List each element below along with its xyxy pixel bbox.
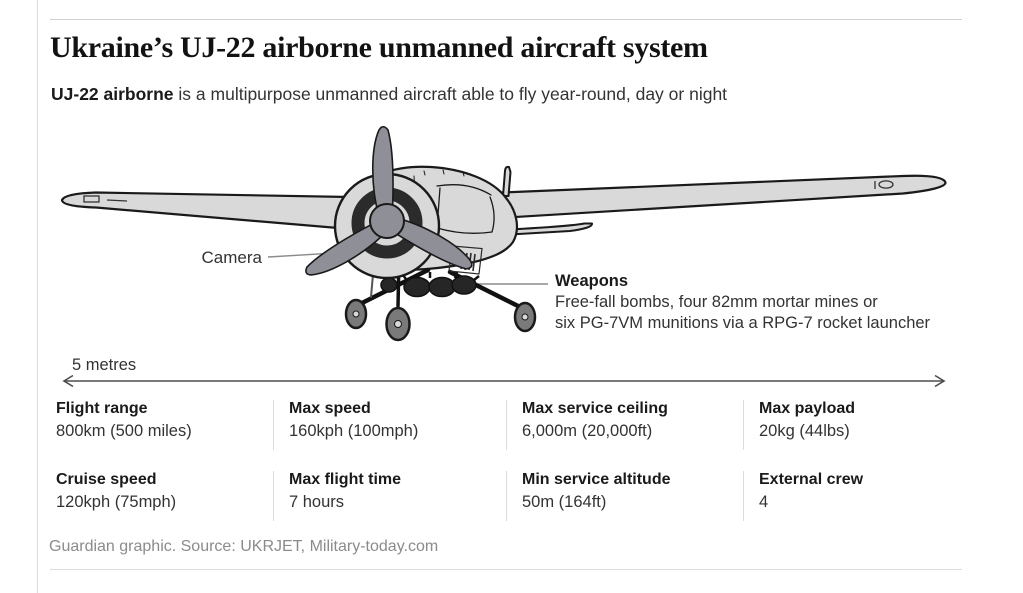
spec-label: Max payload xyxy=(759,400,856,417)
tail-fin xyxy=(502,165,512,197)
landing-gear xyxy=(359,256,523,310)
source-credit: Guardian graphic. Source: UKRJET, Milita… xyxy=(49,538,439,555)
spec-label: Max speed xyxy=(289,400,371,417)
spec-label: Min service altitude xyxy=(522,471,671,488)
propeller xyxy=(300,125,478,283)
spec-item-min-service-altitude: Min service altitude 50m (164ft) xyxy=(506,471,743,521)
spec-label: Max flight time xyxy=(289,471,402,488)
left-wing xyxy=(60,191,352,231)
page-title: Ukraine’s UJ-22 airborne unmanned aircra… xyxy=(50,31,708,64)
weapons-desc-line1: Free-fall bombs, four 82mm mortar mines … xyxy=(555,293,878,311)
spec-item-max-payload: Max payload 20kg (44lbs) xyxy=(743,400,962,450)
spinner xyxy=(369,203,405,239)
subtitle-bold: UJ-22 airborne xyxy=(51,84,174,104)
spec-value: 7 hours xyxy=(289,493,345,511)
spec-value: 160kph (100mph) xyxy=(289,422,419,440)
spec-item-max-service-ceiling: Max service ceiling 6,000m (20,000ft) xyxy=(506,400,743,450)
header-top-rule xyxy=(50,19,962,20)
page-left-rule xyxy=(37,0,38,593)
spec-item-flight-range: Flight range 800km (500 miles) xyxy=(50,400,273,450)
weapons-annotation: Weapons Free-fall bombs, four 82mm morta… xyxy=(555,271,930,334)
camera-leader-line xyxy=(267,251,353,258)
subtitle-rest: is a multipurpose unmanned aircraft able… xyxy=(173,84,728,104)
canopy-line xyxy=(436,184,495,234)
right-wing xyxy=(464,174,947,222)
spec-item-max-speed: Max speed 160kph (100mph) xyxy=(273,400,506,450)
scale-label: 5 metres xyxy=(72,356,137,374)
spec-value: 50m (164ft) xyxy=(522,493,607,511)
fuselage xyxy=(346,165,519,271)
spec-label: External crew xyxy=(759,471,864,488)
spec-value: 120kph (75mph) xyxy=(56,493,177,511)
tail-stabilizer xyxy=(451,222,593,239)
spec-value: 6,000m (20,000ft) xyxy=(522,422,653,440)
spec-value: 800km (500 miles) xyxy=(56,422,192,440)
camera-label: Camera xyxy=(201,248,262,267)
louver-vents xyxy=(448,245,483,275)
spec-label: Flight range xyxy=(56,400,148,417)
panel-line xyxy=(411,169,465,219)
wingtip-markings xyxy=(83,180,894,203)
spec-label: Max service ceiling xyxy=(522,400,668,417)
spec-grid: Flight range 800km (500 miles) Max speed… xyxy=(50,400,962,521)
spec-item-max-flight-time: Max flight time 7 hours xyxy=(273,471,506,521)
engine-and-prop xyxy=(300,125,478,283)
munitions xyxy=(380,271,480,298)
weapons-desc-line2: six PG-7VM munitions via a RPG-7 rocket … xyxy=(555,314,931,332)
spec-item-external-crew: External crew 4 xyxy=(743,471,962,521)
camera-housing xyxy=(347,242,426,263)
scale-arrow xyxy=(62,374,946,388)
footer-bottom-rule xyxy=(50,569,962,570)
spec-label: Cruise speed xyxy=(56,471,157,488)
wheels xyxy=(344,298,537,342)
spec-value: 20kg (44lbs) xyxy=(759,422,850,440)
weapons-label: Weapons xyxy=(555,272,629,290)
spec-value: 4 xyxy=(759,493,769,511)
subtitle: UJ-22 airborne is a multipurpose unmanne… xyxy=(51,84,963,105)
spec-item-cruise-speed: Cruise speed 120kph (75mph) xyxy=(50,471,273,521)
